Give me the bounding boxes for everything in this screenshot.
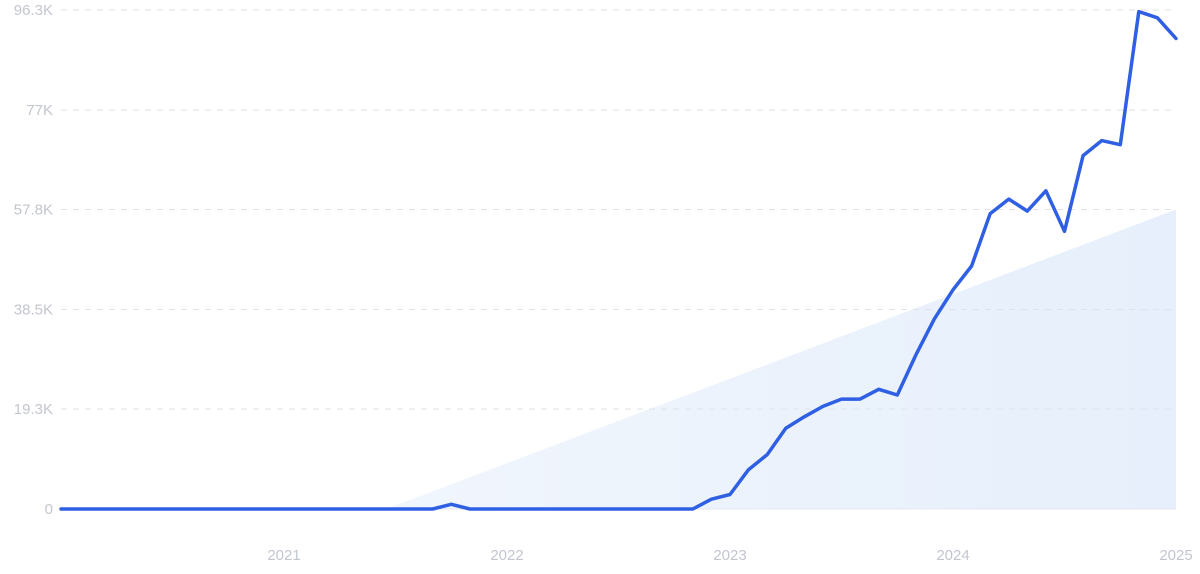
data-point <box>115 507 119 511</box>
data-point <box>1007 197 1011 201</box>
data-point <box>579 507 583 511</box>
data-point <box>356 507 360 511</box>
data-point <box>59 507 63 511</box>
data-point <box>263 507 267 511</box>
y-tick-label: 0 <box>45 501 53 518</box>
data-point <box>524 507 528 511</box>
data-point <box>728 493 732 497</box>
data-point <box>932 317 936 321</box>
data-point <box>821 404 825 408</box>
data-point <box>1025 209 1029 213</box>
data-point <box>1100 139 1104 143</box>
x-tick-label: 2021 <box>267 547 300 564</box>
data-point <box>301 507 305 511</box>
data-point <box>1174 37 1178 41</box>
data-point <box>598 507 602 511</box>
data-point <box>245 507 249 511</box>
data-point <box>394 507 398 511</box>
data-point <box>319 507 323 511</box>
y-tick-label: 96.3K <box>14 2 53 19</box>
series-line <box>59 9 1178 511</box>
data-point <box>988 212 992 216</box>
x-tick-label: 2022 <box>490 547 523 564</box>
data-point <box>412 507 416 511</box>
data-point <box>375 507 379 511</box>
x-tick-label: 2025 <box>1159 547 1192 564</box>
data-point <box>765 453 769 457</box>
y-tick-label: 38.5K <box>14 302 53 319</box>
x-tick-label: 2024 <box>936 547 969 564</box>
data-point <box>858 397 862 401</box>
data-point <box>486 507 490 511</box>
data-point <box>96 507 100 511</box>
data-point <box>542 507 546 511</box>
data-point <box>1063 229 1067 233</box>
data-point <box>561 507 565 511</box>
data-point <box>171 507 175 511</box>
y-tick-label: 19.3K <box>14 401 53 418</box>
data-point <box>152 507 156 511</box>
data-point <box>970 264 974 268</box>
data-point <box>914 353 918 357</box>
data-point <box>654 507 658 511</box>
data-point <box>1137 10 1141 14</box>
data-point <box>691 507 695 511</box>
data-point <box>1044 189 1048 193</box>
data-point <box>747 468 751 472</box>
y-tick-label: 57.8K <box>14 201 53 218</box>
data-point <box>226 507 230 511</box>
data-point <box>877 387 881 391</box>
data-point <box>672 507 676 511</box>
data-point <box>505 507 509 511</box>
data-point <box>840 397 844 401</box>
data-point <box>895 393 899 397</box>
data-point <box>1155 16 1159 20</box>
data-point <box>468 507 472 511</box>
data-point <box>709 497 713 501</box>
trend-band-area <box>386 209 1176 509</box>
data-point <box>635 507 639 511</box>
data-point <box>617 507 621 511</box>
data-point <box>802 415 806 419</box>
data-point <box>133 507 137 511</box>
data-point <box>431 507 435 511</box>
data-point <box>1081 154 1085 158</box>
data-point <box>449 502 453 506</box>
y-tick-label: 77K <box>26 102 53 119</box>
data-point <box>1118 143 1122 147</box>
x-tick-label: 2023 <box>713 547 746 564</box>
data-point <box>78 507 82 511</box>
data-point <box>338 507 342 511</box>
data-point <box>282 507 286 511</box>
data-point <box>784 426 788 430</box>
data-point <box>951 288 955 292</box>
data-point <box>189 507 193 511</box>
data-point <box>208 507 212 511</box>
